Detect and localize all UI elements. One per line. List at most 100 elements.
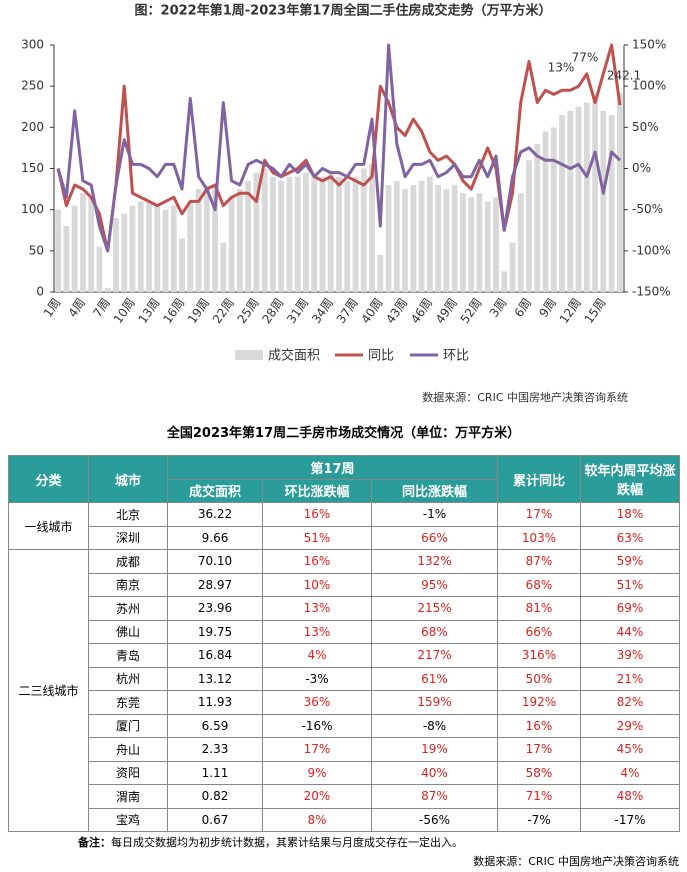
table-cell: 16% xyxy=(262,549,372,574)
table-cell: 8% xyxy=(262,807,372,832)
table-cell: 215% xyxy=(371,596,498,621)
table-cell: 45% xyxy=(580,737,680,762)
table-cell: -16% xyxy=(262,713,372,738)
table-cell: 50% xyxy=(497,666,581,691)
bar xyxy=(236,189,243,292)
header-cell: 累计同比 xyxy=(497,455,581,503)
bar xyxy=(608,114,615,292)
group-cell: 一线城市 xyxy=(8,502,89,550)
bar xyxy=(484,201,491,292)
bar xyxy=(600,110,607,292)
table-source: 数据来源：CRIC 中国房地产决策咨询系统 xyxy=(473,855,679,868)
x-tick-label: 31周 xyxy=(284,296,311,326)
table-cell: -1% xyxy=(371,502,498,527)
y-tick-label: 100 xyxy=(21,202,44,216)
table-row: 苏州 23.96 13% 215% 81% 69% xyxy=(9,596,680,621)
table-cell: 69% xyxy=(580,596,680,621)
bar xyxy=(468,197,475,292)
table-cell: 0.82 xyxy=(167,784,263,809)
table-cell: 16% xyxy=(497,713,581,738)
bar xyxy=(377,254,384,292)
table-cell: 16% xyxy=(262,502,372,527)
bar xyxy=(476,193,483,292)
y2-tick-label: -50% xyxy=(632,202,663,216)
bar xyxy=(426,176,433,292)
table-cell: 南京 xyxy=(88,572,168,597)
table-cell: 87% xyxy=(371,784,498,809)
bar xyxy=(253,172,260,292)
line xyxy=(56,43,622,253)
table-cell: 9% xyxy=(262,760,372,785)
bar xyxy=(245,180,252,292)
table-cell: 19.75 xyxy=(167,619,263,644)
table-row: 一线城市 北京 36.22 16% -1% 17% 18% xyxy=(8,502,680,550)
header-cell: 城市 xyxy=(88,455,168,503)
y-tick-label: 50 xyxy=(29,243,44,257)
bar xyxy=(592,94,598,293)
table-cell: -17% xyxy=(580,807,680,832)
bar xyxy=(63,226,70,292)
bar xyxy=(261,168,268,292)
table-row: 杭州 13.12 -3% 61% 50% 21% xyxy=(9,666,680,691)
table-row: 舟山 2.33 17% 19% 17% 45% xyxy=(9,737,680,762)
table-row: 二三线城市 成都 70.10 16% 132% 87% 59% xyxy=(8,549,680,832)
x-tick-label: 19周 xyxy=(185,296,212,326)
header-cell: 环比涨跌幅 xyxy=(262,478,372,503)
bar xyxy=(460,193,466,292)
bar xyxy=(303,172,309,292)
y2-tick-label: 150% xyxy=(632,38,666,52)
table-cell: 渭南 xyxy=(88,784,168,809)
x-tick-label: 15周 xyxy=(582,296,609,326)
y2-tick-label: 50% xyxy=(632,120,659,134)
table-cell: 132% xyxy=(371,549,498,574)
table-cell: 87% xyxy=(497,549,581,574)
bar xyxy=(88,197,95,292)
bar xyxy=(352,176,359,292)
table-row: 佛山 19.75 13% 68% 66% 44% xyxy=(9,619,680,644)
table-cell: 29% xyxy=(580,713,680,738)
table-cell: 10% xyxy=(262,572,372,597)
note-text: 每日成交数据均为初步统计数据，其累计结果与月度成交存在一定出入。 xyxy=(111,836,463,849)
bar xyxy=(559,114,565,292)
bar xyxy=(104,287,111,292)
table-cell: 20% xyxy=(262,784,372,809)
table-cell: 4% xyxy=(580,760,680,785)
table-cell: 宝鸡 xyxy=(88,807,168,832)
bar xyxy=(195,189,202,292)
bar xyxy=(509,242,516,292)
bar xyxy=(360,168,367,292)
y2-tick-label: -150% xyxy=(632,285,671,299)
x-tick-label: 28周 xyxy=(259,296,286,326)
bar xyxy=(228,197,235,292)
table-cell: 13% xyxy=(262,596,372,621)
bar xyxy=(402,189,408,292)
bar xyxy=(220,242,227,292)
bar xyxy=(294,176,301,292)
annotation: 13% xyxy=(548,61,575,75)
bar xyxy=(616,92,623,293)
table-row: 资阳 1.11 9% 40% 58% 4% xyxy=(9,760,680,785)
table-cell: 39% xyxy=(580,643,680,668)
table-cell: 48% xyxy=(580,784,680,809)
table-cell: 36.22 xyxy=(167,502,263,527)
x-tick-label: 16周 xyxy=(160,296,187,326)
table-cell: 9.66 xyxy=(167,525,263,550)
table-row: 南京 28.97 10% 95% 68% 51% xyxy=(9,572,680,597)
x-tick-label: 25周 xyxy=(235,296,262,326)
bar xyxy=(311,176,318,292)
bar xyxy=(146,201,152,292)
x-tick-label: 40周 xyxy=(359,296,386,326)
table-cell: 6.59 xyxy=(167,713,263,738)
bar xyxy=(385,184,392,292)
bar xyxy=(203,184,210,292)
legend-label: 成交面积 xyxy=(268,348,320,364)
table-cell: 217% xyxy=(371,643,498,668)
bar xyxy=(336,176,342,292)
table-cell: 70.10 xyxy=(167,549,263,574)
table-cell: 17% xyxy=(497,737,581,762)
table-cell: 13.12 xyxy=(167,666,263,691)
table-cell: -56% xyxy=(371,807,498,832)
header-cell: 较年内周平均涨跌幅 xyxy=(580,455,680,503)
table-cell: 青岛 xyxy=(88,643,168,668)
